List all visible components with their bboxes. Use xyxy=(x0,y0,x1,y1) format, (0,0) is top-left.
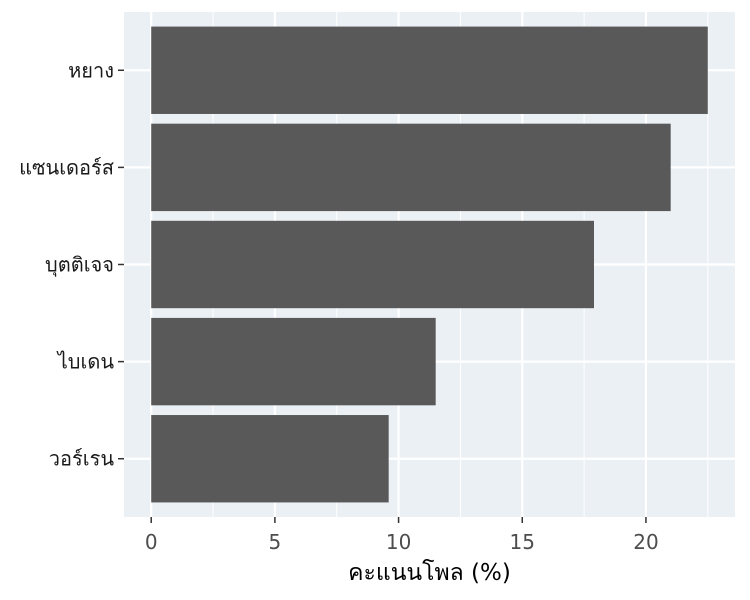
y-tick-label: ไบเดน xyxy=(56,350,115,374)
bar xyxy=(151,317,436,406)
x-tick-label: 5 xyxy=(269,530,282,554)
x-tick-label: 10 xyxy=(386,530,411,554)
bar xyxy=(151,26,708,114)
x-tick-label: 15 xyxy=(510,530,535,554)
bars xyxy=(151,26,708,503)
x-axis-title: คะแนนโพล (%) xyxy=(348,559,511,586)
y-tick-label: หยาง xyxy=(68,58,114,82)
y-tick-label: แซนเดอร์ส xyxy=(19,155,114,179)
bar xyxy=(151,220,595,309)
y-tick-label: วอร์เรน xyxy=(49,447,115,471)
x-axis: 0 5 10 15 20 xyxy=(145,517,659,554)
x-tick-label: 0 xyxy=(145,530,158,554)
x-tick-label: 20 xyxy=(633,530,658,554)
bar xyxy=(151,415,389,503)
y-tick-label: บุตติเจจ xyxy=(45,253,114,278)
bar xyxy=(151,123,671,212)
